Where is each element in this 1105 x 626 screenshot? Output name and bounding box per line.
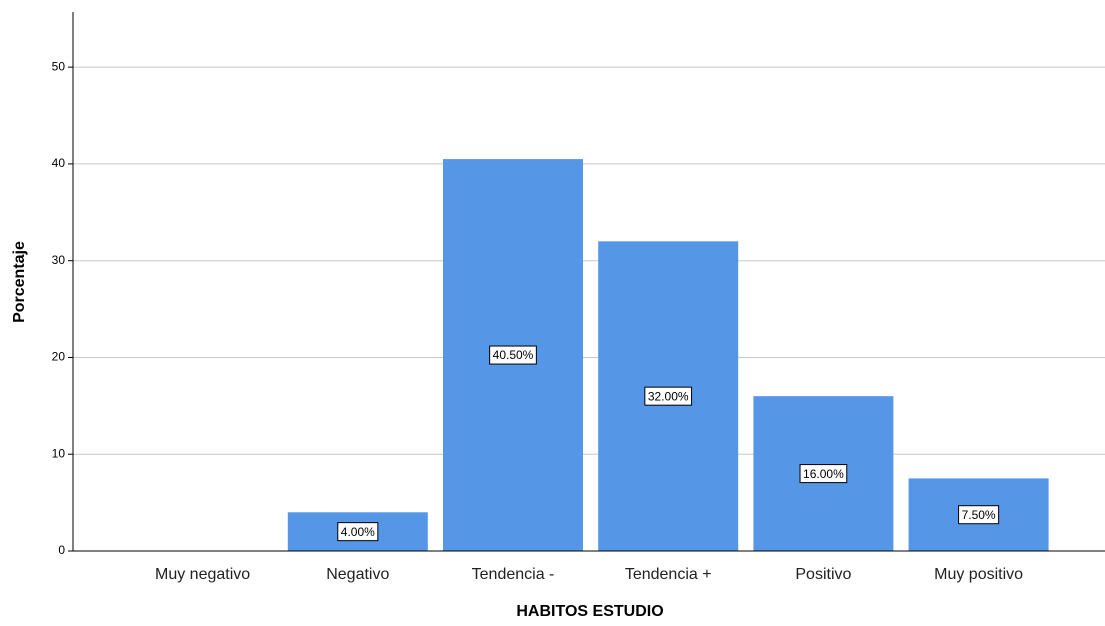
y-tick-label: 30 <box>52 253 66 267</box>
y-tick-label: 0 <box>58 543 65 557</box>
x-tick-label: Negativo <box>326 566 389 583</box>
y-tick-label: 40 <box>52 156 66 170</box>
x-tick-label: Tendencia - <box>472 566 555 583</box>
value-label-box <box>337 522 379 542</box>
value-label-text: 40.50% <box>493 348 534 362</box>
x-tick-label: Tendencia + <box>625 566 712 583</box>
y-tick-label: 20 <box>52 350 66 364</box>
value-label-text: 32.00% <box>648 389 689 403</box>
x-tick-label: Muy negativo <box>155 566 250 583</box>
value-label: 32.00% <box>644 386 693 406</box>
value-label: 4.00% <box>337 522 379 542</box>
value-label: 40.50% <box>489 345 537 365</box>
value-label: 16.00% <box>799 464 848 484</box>
value-label-text: 4.00% <box>341 525 375 539</box>
value-label-box <box>799 464 848 484</box>
value-label-box <box>489 345 537 365</box>
y-tick-label: 50 <box>52 59 66 73</box>
value-label-text: 7.50% <box>962 508 996 522</box>
value-label-text: 16.00% <box>803 467 844 481</box>
y-axis-title: Porcentaje <box>11 241 28 323</box>
x-tick-label: Positivo <box>795 566 851 583</box>
value-label-box <box>958 505 1000 525</box>
value-label: 7.50% <box>958 505 1000 525</box>
value-label-box <box>644 386 693 406</box>
x-axis-title: HABITOS ESTUDIO <box>516 603 663 620</box>
y-tick-label: 10 <box>52 446 66 460</box>
x-tick-label: Muy positivo <box>934 566 1023 583</box>
